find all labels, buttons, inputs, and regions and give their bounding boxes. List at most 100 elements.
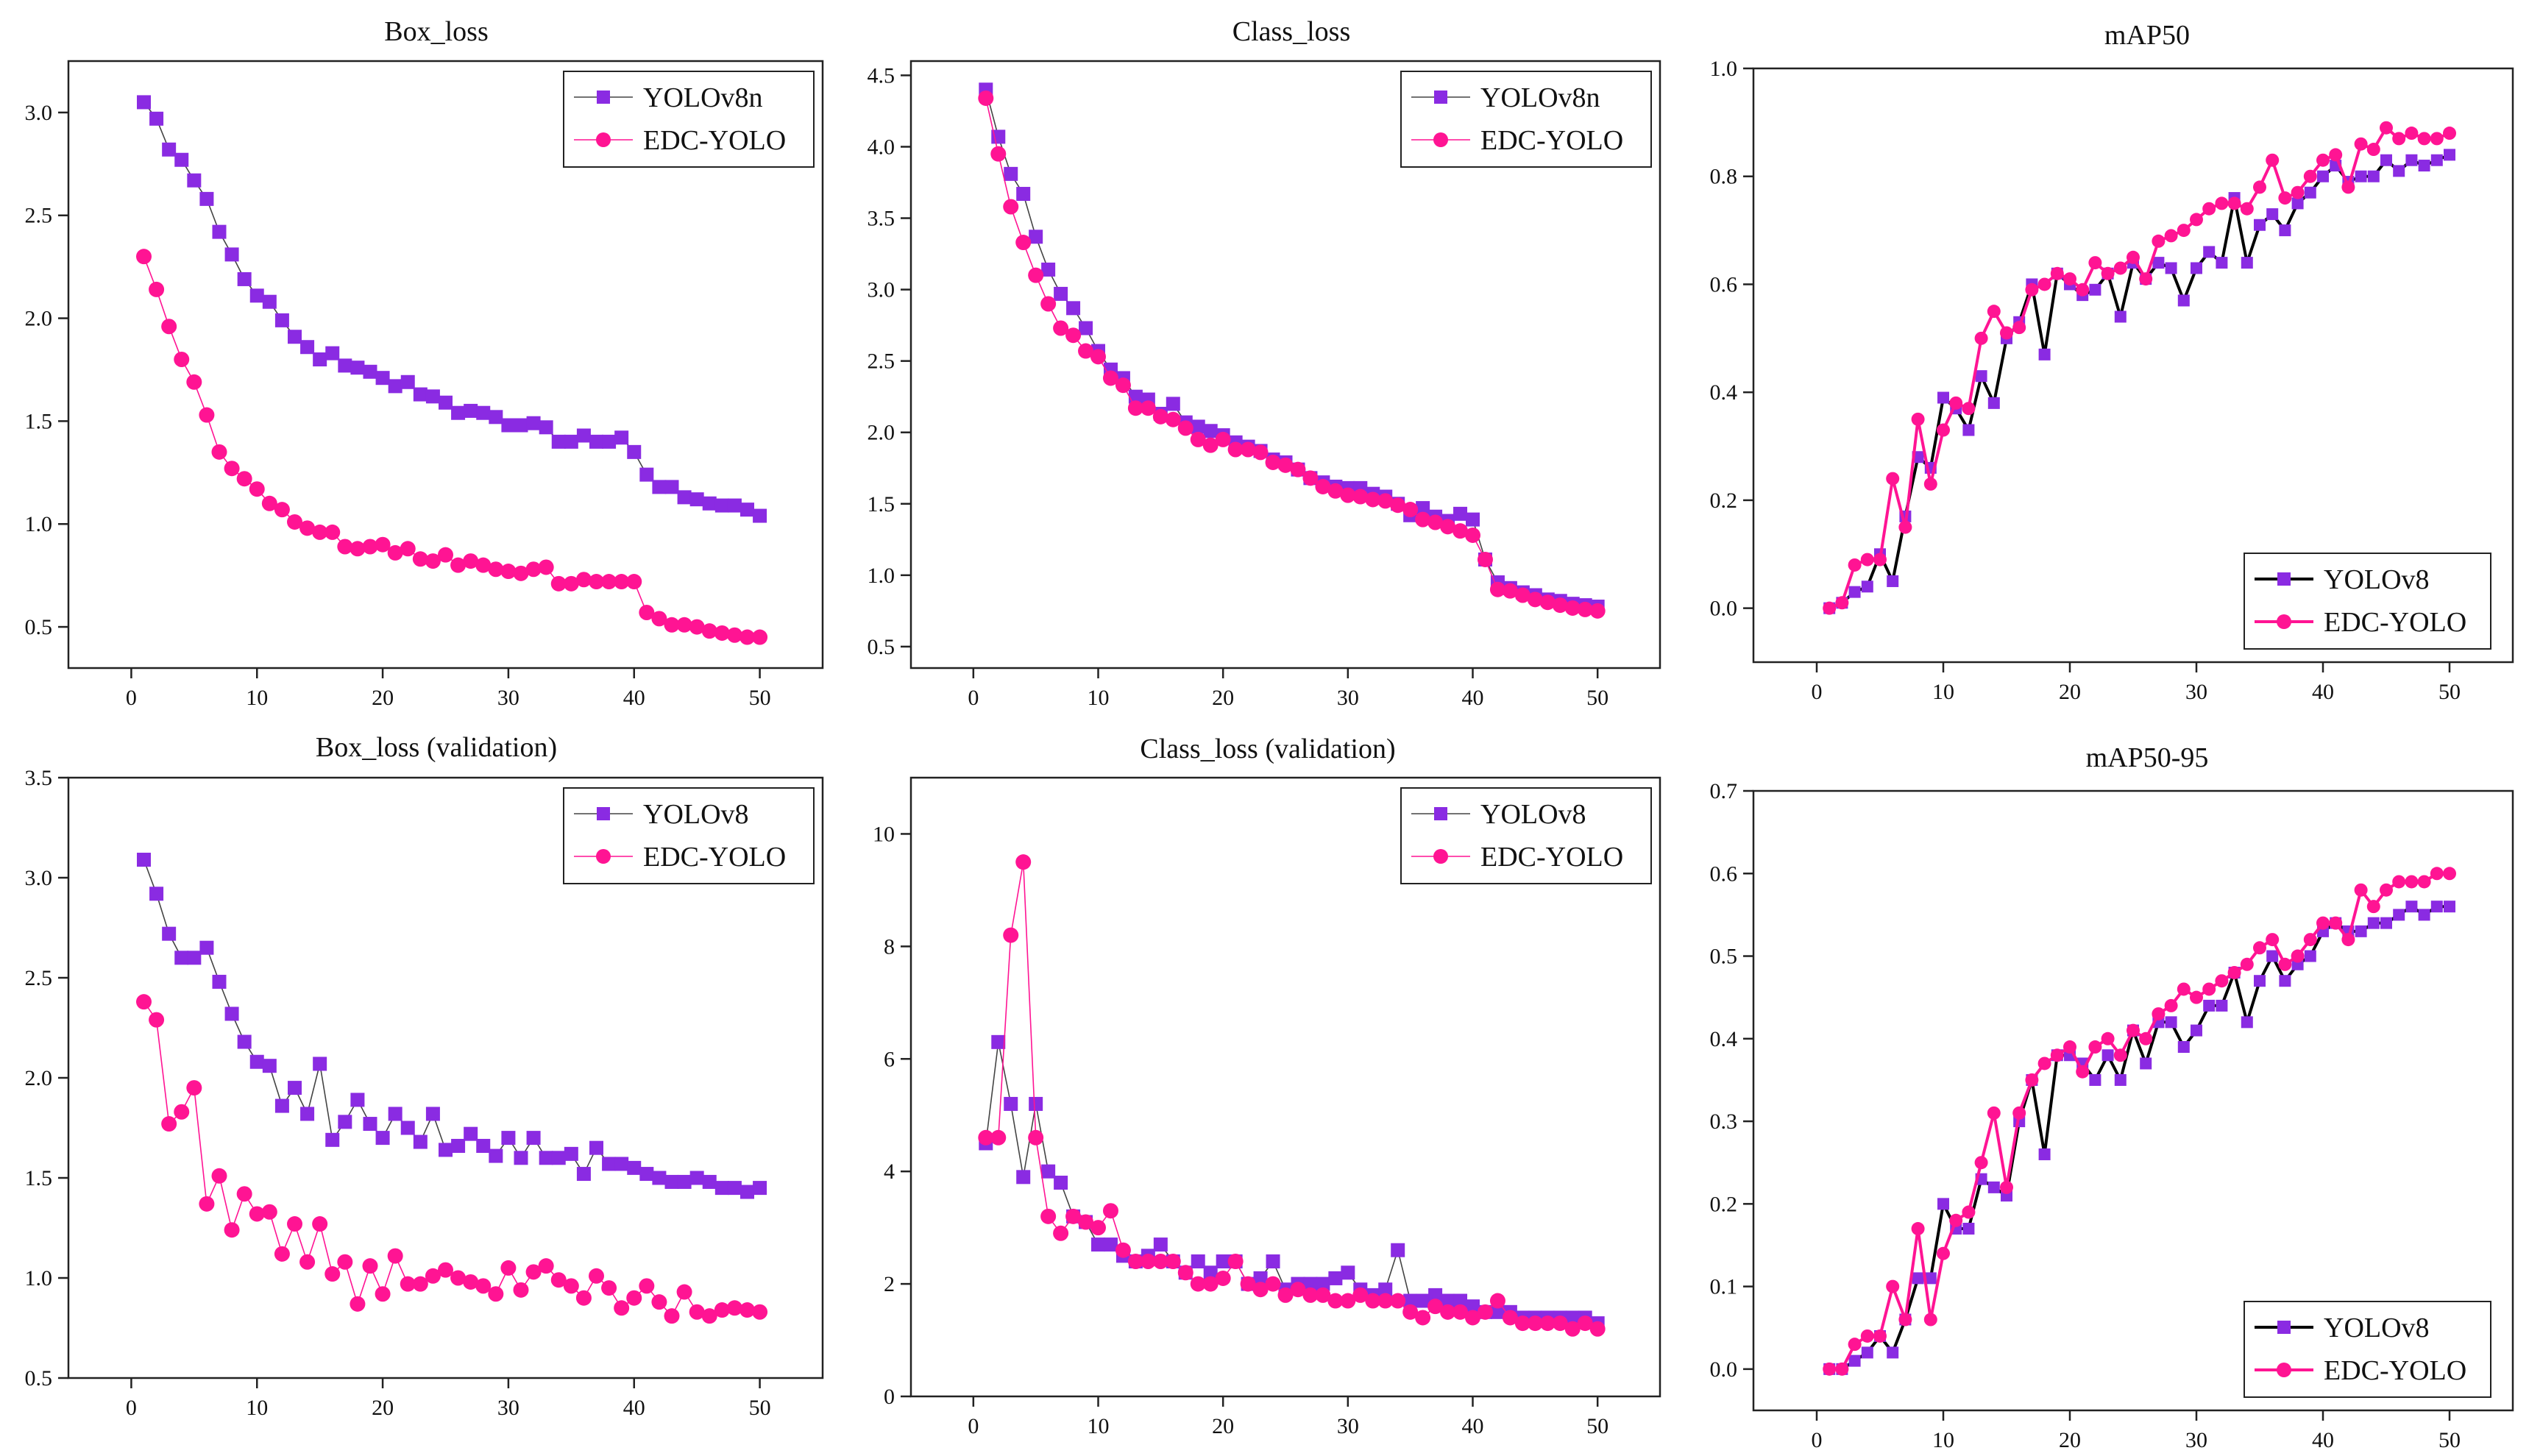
data-point bbox=[2367, 917, 2380, 929]
data-point bbox=[2140, 1057, 2152, 1070]
data-point bbox=[664, 1308, 680, 1324]
data-point bbox=[2266, 933, 2280, 947]
data-point bbox=[500, 564, 517, 580]
data-point bbox=[676, 1284, 692, 1300]
data-point bbox=[2063, 1040, 2076, 1054]
chart-panel-1: Box_loss 0 10 20 30 40 50 0.5 1.0 1.5 2.0 2.5 3.0 YOL… bbox=[25, 16, 824, 710]
data-point bbox=[425, 1268, 441, 1284]
data-point bbox=[1552, 597, 1568, 614]
data-point bbox=[1265, 1276, 1281, 1292]
data-point bbox=[2393, 165, 2405, 177]
data-point bbox=[1490, 1304, 1505, 1319]
plot-frame bbox=[909, 60, 1661, 670]
data-point bbox=[212, 224, 227, 239]
data-point bbox=[312, 1216, 328, 1232]
data-point bbox=[224, 1006, 239, 1021]
data-point bbox=[338, 1115, 352, 1129]
data-point bbox=[1340, 1293, 1356, 1309]
data-point bbox=[2089, 283, 2101, 296]
data-point bbox=[2380, 883, 2393, 897]
data-point bbox=[2240, 202, 2254, 216]
data-point bbox=[2329, 148, 2343, 162]
data-point bbox=[137, 853, 151, 867]
x-tick-label: 10 bbox=[246, 686, 268, 710]
legend-label: YOLOv8 bbox=[643, 799, 749, 830]
data-point bbox=[1974, 331, 1988, 345]
data-point bbox=[199, 407, 215, 423]
data-point bbox=[400, 374, 415, 389]
data-point bbox=[1004, 1096, 1018, 1111]
data-point bbox=[249, 288, 264, 303]
data-point bbox=[1416, 501, 1430, 516]
data-point bbox=[1428, 1288, 1443, 1302]
data-point bbox=[2266, 153, 2280, 167]
y-tick-label: 0.0 bbox=[1710, 1357, 1738, 1382]
data-point bbox=[639, 467, 654, 482]
x-tick-label: 0 bbox=[1812, 680, 1823, 704]
data-point bbox=[1987, 1106, 2001, 1120]
data-point bbox=[1128, 389, 1143, 404]
data-point bbox=[350, 1296, 366, 1312]
data-point bbox=[287, 1216, 302, 1232]
data-point bbox=[2241, 1016, 2253, 1029]
data-point bbox=[727, 498, 742, 513]
data-point bbox=[1102, 1203, 1118, 1219]
data-point bbox=[1165, 411, 1181, 427]
x-tick-label: 10 bbox=[1932, 1428, 1954, 1452]
data-point bbox=[500, 1260, 517, 1276]
data-point bbox=[1378, 1282, 1393, 1297]
data-point bbox=[425, 389, 440, 404]
data-point bbox=[1327, 483, 1344, 499]
y-tick-label: 1.0 bbox=[1710, 57, 1738, 81]
data-point bbox=[1577, 1315, 1593, 1332]
series-line bbox=[1829, 125, 2450, 610]
data-point bbox=[2037, 277, 2051, 291]
data-point bbox=[677, 490, 692, 505]
data-point bbox=[1191, 1254, 1205, 1269]
data-point bbox=[1527, 1315, 1543, 1332]
y-tick-label: 0.8 bbox=[1710, 165, 1738, 189]
data-point bbox=[2304, 950, 2316, 962]
data-point bbox=[400, 1121, 415, 1135]
x-tick-label: 20 bbox=[1212, 686, 1234, 710]
data-point bbox=[1887, 575, 1899, 587]
data-point bbox=[1352, 1287, 1369, 1303]
data-point bbox=[1552, 1315, 1568, 1332]
data-point bbox=[2190, 990, 2203, 1004]
data-point bbox=[362, 1258, 378, 1274]
data-point bbox=[350, 361, 365, 375]
data-point bbox=[2038, 1148, 2051, 1160]
data-point bbox=[2227, 196, 2241, 210]
data-point bbox=[2101, 266, 2115, 280]
data-point bbox=[2177, 224, 2191, 238]
data-point bbox=[2430, 901, 2443, 913]
chart-title: Box_loss (validation) bbox=[316, 732, 557, 763]
data-point bbox=[2177, 982, 2191, 996]
data-point bbox=[375, 1286, 391, 1302]
data-point bbox=[2165, 1016, 2177, 1029]
y-tick-label: 0.7 bbox=[1710, 779, 1738, 803]
data-point bbox=[412, 551, 428, 567]
y-tick-label: 4.5 bbox=[868, 63, 895, 88]
y-tick-label: 3.5 bbox=[25, 766, 53, 790]
data-point bbox=[1589, 603, 1606, 619]
data-point bbox=[1265, 454, 1281, 470]
legend: YOLOv8 EDC-YOLO bbox=[563, 787, 815, 884]
data-point bbox=[1489, 1293, 1505, 1309]
data-point bbox=[1041, 1164, 1056, 1179]
data-point bbox=[664, 480, 679, 494]
data-point bbox=[726, 1300, 742, 1316]
data-point bbox=[1078, 343, 1094, 359]
data-point bbox=[1987, 1181, 2000, 1193]
data-point bbox=[1240, 441, 1256, 458]
data-point bbox=[237, 1034, 252, 1049]
data-point bbox=[2367, 170, 2380, 182]
y-tick-label: 4.0 bbox=[868, 135, 895, 159]
data-point bbox=[1577, 601, 1593, 617]
data-point bbox=[978, 90, 994, 106]
data-point bbox=[538, 1258, 554, 1274]
data-point bbox=[1949, 1213, 1963, 1227]
data-point bbox=[639, 604, 655, 620]
data-point bbox=[1190, 1276, 1206, 1292]
y-tick-label: 0.6 bbox=[1710, 862, 1738, 886]
